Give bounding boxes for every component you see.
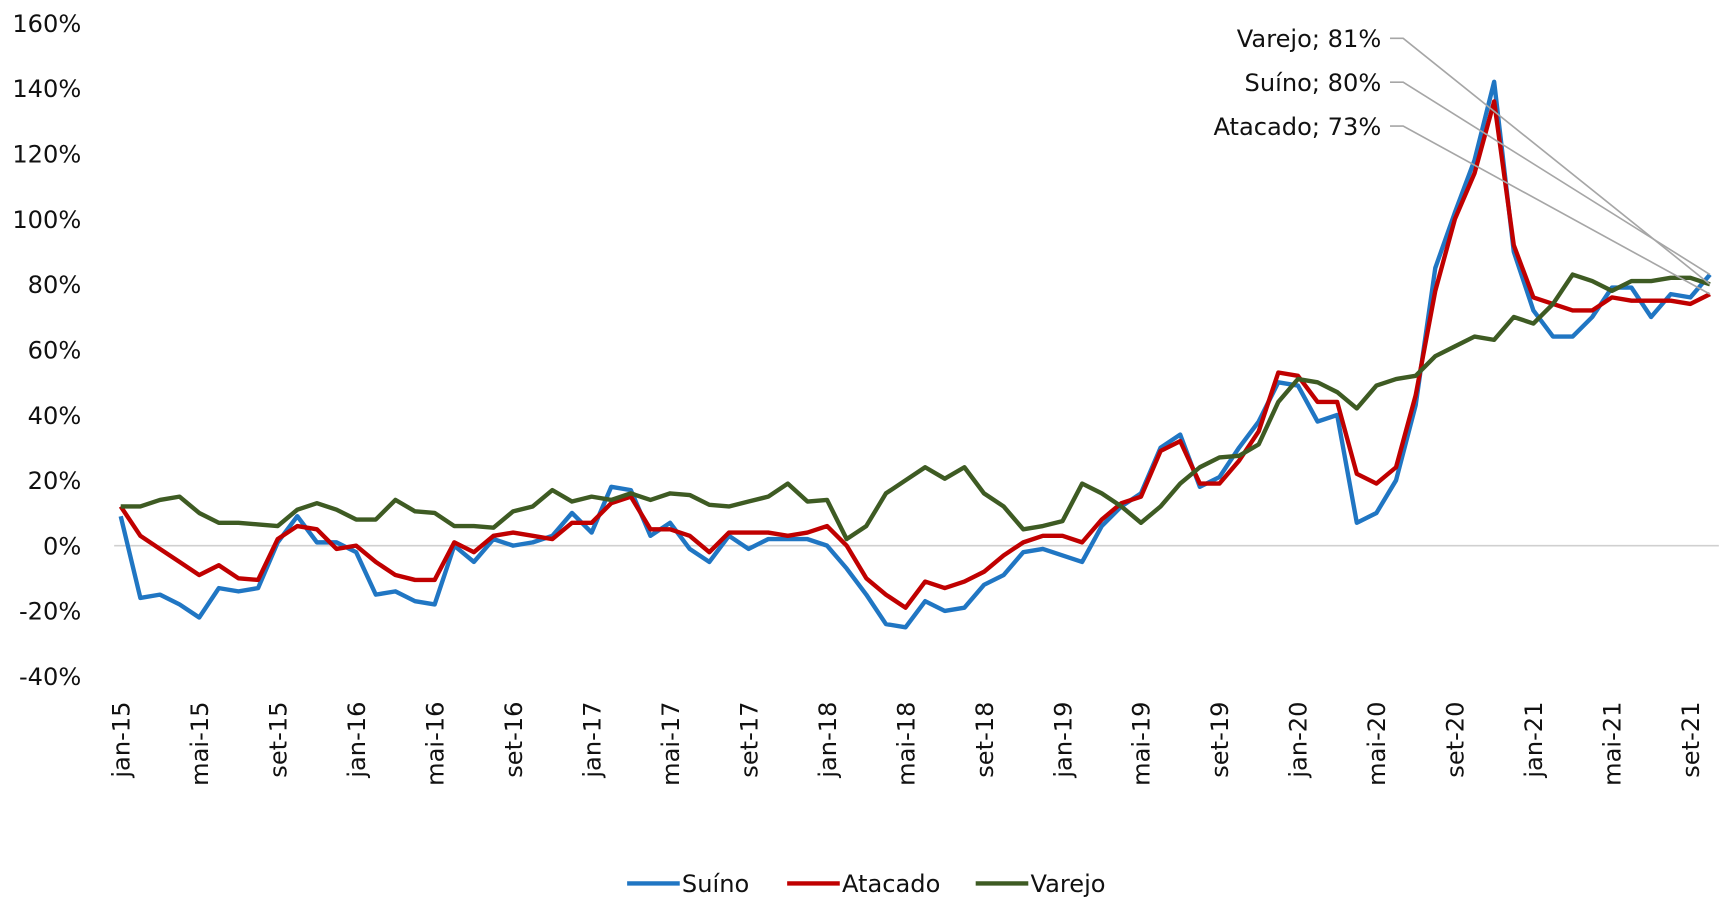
x-tick-label: jan-15 (107, 702, 135, 779)
legend-label: Varejo (1030, 870, 1105, 898)
x-tick-label: mai-19 (1128, 702, 1156, 786)
x-tick-label: mai-21 (1599, 702, 1627, 786)
y-tick-label: 140% (12, 75, 81, 103)
x-tick-label: jan-17 (578, 702, 606, 779)
y-tick-label: -40% (19, 663, 81, 691)
y-tick-label: 20% (28, 467, 82, 495)
y-tick-label: 60% (28, 336, 82, 364)
annotation: Suíno; 80% (1245, 69, 1382, 97)
x-tick-label: jan-20 (1285, 702, 1313, 779)
y-tick-label: 100% (12, 206, 81, 234)
y-tick-label: 120% (12, 140, 81, 168)
series-line (118, 79, 1712, 630)
x-tick-label: jan-21 (1520, 702, 1548, 779)
x-tick-label: set-15 (264, 702, 292, 778)
x-tick-label: set-19 (1206, 702, 1234, 778)
y-tick-label: 80% (28, 271, 82, 299)
x-tick-label: set-17 (735, 702, 763, 778)
x-tick-label: mai-20 (1363, 702, 1391, 786)
leader-line (1390, 37, 1711, 285)
series-line (120, 272, 1711, 542)
x-tick-label: set-21 (1677, 702, 1705, 778)
leader-line (1390, 125, 1711, 295)
y-tick-label: 160% (12, 10, 81, 38)
x-tick-label: mai-17 (657, 702, 685, 786)
x-tick-label: set-16 (500, 702, 528, 778)
y-tick-label: 0% (43, 532, 81, 560)
plot (118, 37, 1712, 630)
series-line (118, 99, 1711, 610)
y-tick-label: 40% (28, 402, 82, 430)
x-tick-label: jan-18 (814, 702, 842, 779)
x-tick-label: mai-15 (186, 702, 214, 786)
y-tick-label: -20% (19, 598, 81, 626)
x-tick-label: set-20 (1442, 702, 1470, 778)
annotation: Varejo; 81% (1237, 25, 1381, 53)
x-tick-label: jan-19 (1049, 702, 1077, 779)
x-tick-label: mai-18 (892, 702, 920, 786)
x-tick-label: set-18 (971, 702, 999, 778)
leader-line (1390, 81, 1711, 276)
legend-label: Atacado (842, 870, 940, 898)
annotation: Atacado; 73% (1213, 113, 1381, 141)
x-tick-label: jan-16 (343, 702, 371, 779)
legend-label: Suíno (682, 870, 749, 898)
x-tick-label: mai-16 (421, 702, 449, 786)
